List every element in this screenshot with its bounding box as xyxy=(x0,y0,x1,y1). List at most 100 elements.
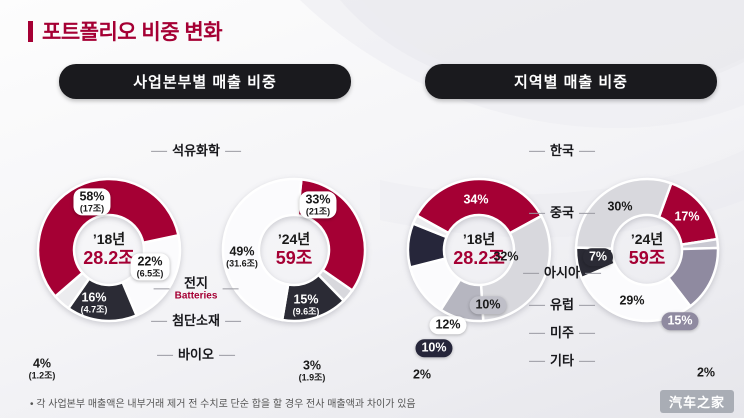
leader-line xyxy=(529,332,546,334)
category-name: 한국 xyxy=(550,142,574,158)
donut-center-label: ’18년 28.2조 xyxy=(453,231,505,268)
donut-year: ’24년 xyxy=(277,231,311,248)
category-name: 첨단소재 xyxy=(172,312,220,328)
region-section-header: 지역별 매출 비중 xyxy=(425,64,717,99)
category-text: 바이오 xyxy=(178,346,214,362)
value-percent: 22% xyxy=(137,254,163,269)
category-label-미주: 미주 xyxy=(529,324,595,340)
leader-line xyxy=(529,304,546,306)
leader-line xyxy=(224,320,241,322)
category-text: 미주 xyxy=(550,324,574,340)
value-label-첨단소재: 15% (9.6조) xyxy=(293,293,320,316)
value-percent: 10% xyxy=(421,340,447,355)
value-percent: 4% xyxy=(32,356,52,371)
value-label-한국: 17% xyxy=(674,210,699,224)
business-section-header: 사업본부별 매출 비중 xyxy=(59,64,351,99)
value-label-미주: 10% xyxy=(415,339,453,357)
donut-total: 59조 xyxy=(275,247,313,268)
donut-total: 59조 xyxy=(628,247,666,268)
category-text: 첨단소재 xyxy=(172,312,220,328)
category-name: 전지 xyxy=(184,275,208,291)
value-percent: 12% xyxy=(435,317,461,332)
category-text: 유럽 xyxy=(550,296,574,312)
segment-중국 xyxy=(574,177,673,251)
category-label-기타: 기타 xyxy=(529,353,595,368)
value-percent: 49% xyxy=(229,244,255,259)
business-section: 사업본부별 매출 비중 ’18년 28.2조 58% (17조) 22% (6.5조) 16… xyxy=(26,64,384,405)
category-label-아시아: 아시아 xyxy=(523,264,601,280)
category-label-바이오: 바이오 xyxy=(157,346,235,362)
leader-line xyxy=(578,304,595,306)
donut-year: ’18년 xyxy=(462,231,496,248)
value-percent: 29% xyxy=(619,293,645,308)
region-section: 지역별 매출 비중 ’18년 28.2조 34% 32% 10% 12% 10% 2% ’24년… xyxy=(404,64,738,405)
leader-line xyxy=(529,212,546,214)
segment-한국 xyxy=(415,177,543,235)
leader-line xyxy=(153,288,170,290)
value-percent: 3% xyxy=(302,358,322,373)
category-label-중국: 중국 xyxy=(529,205,595,220)
footnote: • 각 사업본부 매출액은 내부거래 제거 전 수치로 단순 합을 할 경우 전… xyxy=(30,395,416,410)
title-accent-bar xyxy=(28,20,33,42)
category-text: 석유화학 xyxy=(172,143,220,158)
value-percent: 15% xyxy=(293,292,319,307)
value-percent: 34% xyxy=(463,192,489,207)
leader-line xyxy=(529,150,546,152)
leader-line xyxy=(584,272,601,274)
category-name: 바이오 xyxy=(178,346,214,362)
category-text: 전지 Batteries xyxy=(174,275,218,302)
value-label-기타: 2% xyxy=(413,368,431,382)
value-label-유럽: 12% xyxy=(429,316,467,334)
segment-중국 xyxy=(479,214,552,323)
category-name: 미주 xyxy=(550,324,574,340)
category-text: 중국 xyxy=(550,205,574,220)
value-percent: 16% xyxy=(81,290,107,305)
leader-line xyxy=(151,150,168,152)
value-amount: (4.7조) xyxy=(80,303,108,314)
segment-석유화학 xyxy=(36,177,180,298)
value-amount: (9.6조) xyxy=(292,305,320,316)
title-row: 포트폴리오 비중 변화 xyxy=(28,16,223,46)
value-label-기타: 2% xyxy=(697,366,715,380)
donut-year: ’18년 xyxy=(92,231,126,248)
category-name: 아시아 xyxy=(544,264,580,280)
watermark-autohome: 汽车之家 xyxy=(659,390,734,413)
value-amount: (6.5조) xyxy=(136,267,164,278)
value-label-첨단소재: 16% (4.7조) xyxy=(81,291,108,314)
value-percent: 15% xyxy=(667,313,693,328)
segment-기타 xyxy=(411,214,450,239)
leader-line xyxy=(578,332,595,334)
value-percent: 58% xyxy=(79,189,105,204)
value-label-아시아: 7% xyxy=(582,248,614,266)
value-label-전지: 49% (31.6조) xyxy=(226,245,258,268)
category-label-전지: 전지 Batteries xyxy=(153,275,239,302)
value-label-석유화학: 58% (17조) xyxy=(73,188,111,216)
category-name: 유럽 xyxy=(550,296,574,312)
value-percent: 10% xyxy=(475,297,501,312)
category-text: 기타 xyxy=(550,353,574,368)
footnote-text: 각 사업본부 매출액은 내부거래 제거 전 수치로 단순 합을 할 경우 전사 … xyxy=(36,399,416,410)
category-label-한국: 한국 xyxy=(529,142,595,158)
footnote-bullet: • xyxy=(30,399,34,410)
donut-chart-18 xyxy=(406,177,552,323)
donut-center-label: ’24년 59조 xyxy=(628,231,666,268)
value-percent: 2% xyxy=(412,367,432,382)
value-label-아시아: 10% xyxy=(469,296,507,314)
value-label-유럽: 29% xyxy=(619,294,644,308)
value-label-전지: 22% (6.5조) xyxy=(130,253,170,281)
segment-유럽 xyxy=(580,262,692,323)
category-text: 아시아 xyxy=(544,264,580,280)
donut-chart-24 xyxy=(574,177,720,323)
value-percent: 32% xyxy=(493,249,519,264)
donut-center-label: ’18년 28.2조 xyxy=(83,231,135,268)
business-chart: ’18년 28.2조 58% (17조) 22% (6.5조) 16% (4.7조) 4% (1.… xyxy=(26,105,384,405)
region-chart: ’18년 28.2조 34% 32% 10% 12% 10% 2% ’24년 59조 17% 30% 7… xyxy=(404,105,738,405)
category-subtitle: Batteries xyxy=(174,290,218,302)
value-amount: (21조) xyxy=(305,205,331,216)
value-label-미주: 15% xyxy=(661,312,699,330)
value-label-바이오: 4% (1.2조) xyxy=(29,357,56,380)
value-label-중국: 32% xyxy=(493,250,518,264)
category-text: 한국 xyxy=(550,142,574,158)
leader-line xyxy=(151,320,168,322)
